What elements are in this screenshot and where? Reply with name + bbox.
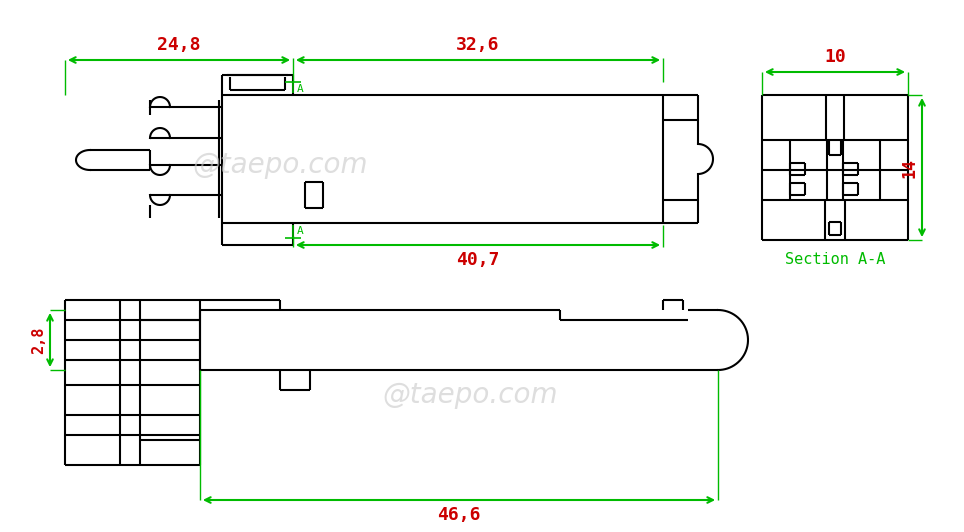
Text: A: A [297, 226, 304, 236]
Text: 32,6: 32,6 [456, 36, 499, 54]
Text: A: A [297, 84, 304, 94]
Text: 2,8: 2,8 [31, 326, 46, 354]
Text: Section A-A: Section A-A [785, 252, 885, 267]
Text: 10: 10 [824, 48, 845, 66]
Text: 46,6: 46,6 [438, 506, 481, 524]
Text: @taepo.com: @taepo.com [192, 151, 367, 179]
Text: 24,8: 24,8 [157, 36, 201, 54]
Text: 40,7: 40,7 [456, 251, 499, 269]
Text: @taepo.com: @taepo.com [383, 381, 558, 409]
Text: 14: 14 [901, 157, 919, 178]
